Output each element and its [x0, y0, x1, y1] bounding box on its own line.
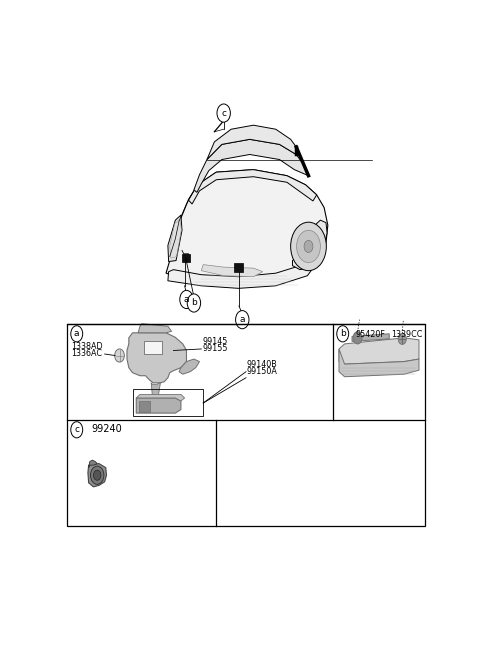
Text: 1336AC: 1336AC — [71, 349, 102, 358]
FancyBboxPatch shape — [234, 263, 243, 272]
Text: c: c — [221, 109, 226, 117]
Text: 99240: 99240 — [92, 424, 122, 434]
Polygon shape — [207, 125, 296, 159]
Polygon shape — [168, 215, 182, 262]
Polygon shape — [194, 139, 309, 192]
Text: c: c — [74, 425, 79, 434]
Circle shape — [337, 326, 348, 342]
Text: 99150A: 99150A — [247, 367, 277, 376]
Circle shape — [71, 326, 83, 342]
Polygon shape — [144, 341, 162, 354]
Polygon shape — [151, 383, 160, 398]
Circle shape — [353, 332, 362, 344]
Circle shape — [187, 294, 201, 312]
Circle shape — [297, 230, 321, 262]
Bar — [132, 390, 203, 416]
Circle shape — [217, 104, 230, 122]
Circle shape — [115, 349, 124, 362]
Circle shape — [236, 310, 249, 329]
Polygon shape — [89, 460, 97, 468]
Polygon shape — [88, 464, 107, 487]
Polygon shape — [138, 323, 172, 333]
Circle shape — [71, 422, 83, 438]
Polygon shape — [339, 349, 419, 377]
Text: b: b — [191, 298, 197, 308]
Circle shape — [180, 291, 193, 308]
Text: 99145: 99145 — [202, 337, 228, 346]
Polygon shape — [292, 220, 327, 270]
Text: a: a — [240, 315, 245, 324]
Text: 95420F: 95420F — [356, 330, 385, 339]
Circle shape — [304, 240, 313, 253]
Text: 99140B: 99140B — [247, 360, 277, 369]
Polygon shape — [127, 333, 186, 383]
Circle shape — [94, 470, 101, 480]
Text: 99155: 99155 — [202, 344, 228, 353]
FancyBboxPatch shape — [139, 401, 150, 412]
Polygon shape — [188, 170, 317, 204]
Text: 1338AD: 1338AD — [71, 342, 103, 352]
Polygon shape — [136, 394, 185, 401]
FancyBboxPatch shape — [183, 253, 188, 258]
Polygon shape — [166, 170, 328, 283]
Bar — [67, 323, 424, 525]
FancyBboxPatch shape — [182, 254, 190, 262]
Circle shape — [398, 333, 407, 344]
Polygon shape — [352, 334, 389, 341]
Polygon shape — [202, 264, 263, 277]
Polygon shape — [168, 263, 313, 289]
Circle shape — [91, 466, 104, 484]
Text: b: b — [340, 329, 346, 338]
Text: a: a — [184, 295, 189, 304]
Text: a: a — [74, 329, 80, 338]
Polygon shape — [136, 398, 181, 413]
Text: 1339CC: 1339CC — [391, 330, 422, 339]
Circle shape — [290, 222, 326, 271]
Polygon shape — [179, 359, 200, 374]
Polygon shape — [339, 338, 419, 364]
